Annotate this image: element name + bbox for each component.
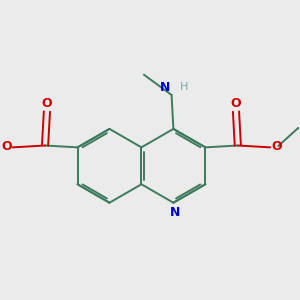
Text: N: N — [160, 81, 170, 94]
Text: O: O — [271, 140, 282, 153]
Text: O: O — [231, 97, 241, 110]
Text: O: O — [42, 97, 52, 110]
Text: H: H — [179, 82, 188, 92]
Text: N: N — [169, 206, 180, 219]
Text: O: O — [1, 140, 12, 153]
